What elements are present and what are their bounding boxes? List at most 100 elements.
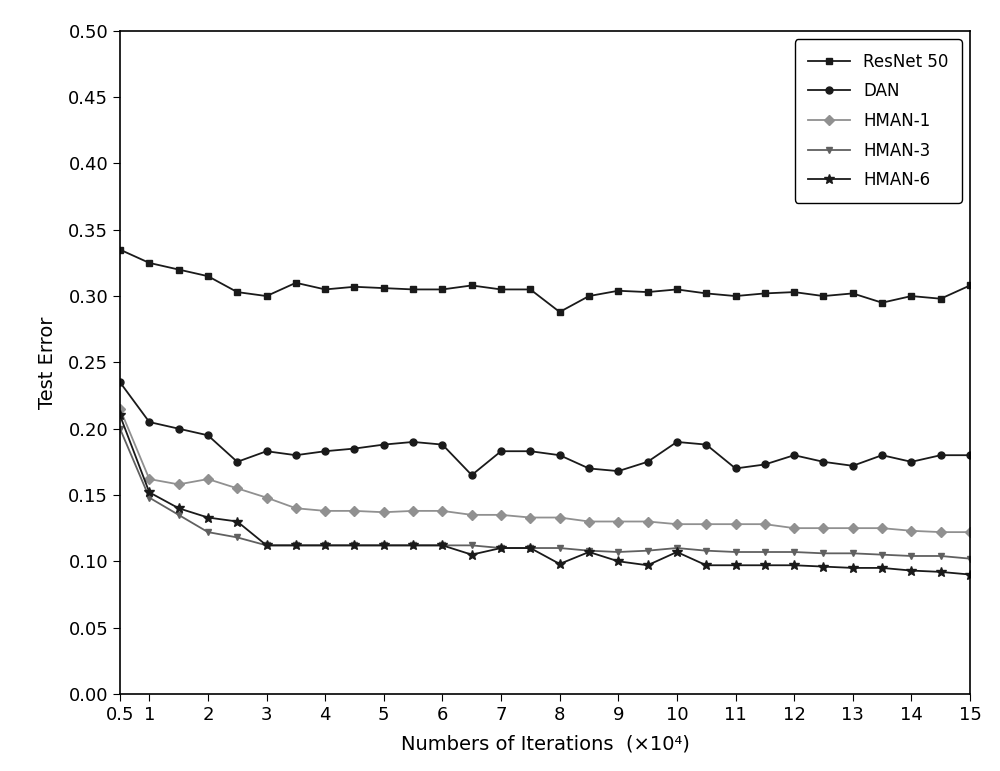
HMAN-1 <box>143 474 155 483</box>
HMAN-3 <box>114 424 126 433</box>
HMAN-3 <box>261 540 273 550</box>
HMAN-3 <box>319 540 331 550</box>
X-axis label: Numbers of Iterations  (×10⁴): Numbers of Iterations (×10⁴) <box>401 735 689 754</box>
HMAN-3 <box>935 551 947 561</box>
HMAN-1 <box>788 524 800 533</box>
Y-axis label: Test Error: Test Error <box>38 316 57 409</box>
DAN <box>524 446 536 456</box>
HMAN-6 <box>583 547 595 557</box>
HMAN-1 <box>964 527 976 537</box>
DAN <box>378 440 390 449</box>
HMAN-6 <box>378 540 390 550</box>
HMAN-3 <box>407 540 419 550</box>
DAN <box>202 431 214 440</box>
ResNet 50 <box>495 284 507 294</box>
DAN <box>436 440 448 449</box>
DAN <box>847 461 859 470</box>
DAN <box>143 417 155 426</box>
Line: HMAN-1: HMAN-1 <box>117 406 973 536</box>
ResNet 50 <box>378 284 390 293</box>
ResNet 50 <box>788 288 800 297</box>
ResNet 50 <box>524 284 536 294</box>
ResNet 50 <box>261 291 273 301</box>
DAN <box>407 437 419 446</box>
DAN <box>788 450 800 460</box>
HMAN-1 <box>642 517 654 526</box>
HMAN-3 <box>378 540 390 550</box>
HMAN-6 <box>554 559 566 568</box>
DAN <box>173 424 185 433</box>
HMAN-1 <box>876 524 888 533</box>
DAN <box>817 457 829 466</box>
HMAN-6 <box>436 540 448 550</box>
HMAN-3 <box>524 544 536 553</box>
ResNet 50 <box>407 284 419 294</box>
ResNet 50 <box>817 291 829 301</box>
HMAN-3 <box>612 547 624 557</box>
HMAN-3 <box>817 549 829 558</box>
ResNet 50 <box>730 291 742 301</box>
HMAN-3 <box>905 551 917 561</box>
DAN <box>642 457 654 466</box>
HMAN-3 <box>964 554 976 564</box>
HMAN-6 <box>407 540 419 550</box>
HMAN-3 <box>671 544 683 553</box>
HMAN-1 <box>495 510 507 520</box>
HMAN-6 <box>114 411 126 420</box>
HMAN-3 <box>759 547 771 557</box>
DAN <box>759 460 771 469</box>
ResNet 50 <box>554 308 566 317</box>
HMAN-1 <box>114 404 126 413</box>
ResNet 50 <box>759 289 771 298</box>
HMAN-3 <box>642 546 654 555</box>
Legend: ResNet 50, DAN, HMAN-1, HMAN-3, HMAN-6: ResNet 50, DAN, HMAN-1, HMAN-3, HMAN-6 <box>795 39 962 203</box>
HMAN-3 <box>290 540 302 550</box>
HMAN-1 <box>759 520 771 529</box>
HMAN-3 <box>495 544 507 553</box>
Line: HMAN-6: HMAN-6 <box>115 410 975 580</box>
ResNet 50 <box>642 288 654 297</box>
HMAN-3 <box>173 510 185 520</box>
HMAN-1 <box>671 520 683 529</box>
HMAN-6 <box>348 540 360 550</box>
HMAN-3 <box>700 546 712 555</box>
ResNet 50 <box>583 291 595 301</box>
ResNet 50 <box>847 289 859 298</box>
HMAN-1 <box>436 507 448 516</box>
HMAN-3 <box>436 540 448 550</box>
HMAN-1 <box>700 520 712 529</box>
HMAN-6 <box>671 547 683 557</box>
HMAN-1 <box>261 493 273 502</box>
HMAN-1 <box>935 527 947 537</box>
HMAN-1 <box>231 483 243 493</box>
HMAN-1 <box>554 513 566 522</box>
HMAN-3 <box>348 540 360 550</box>
DAN <box>905 457 917 466</box>
HMAN-6 <box>642 561 654 570</box>
HMAN-1 <box>319 507 331 516</box>
HMAN-6 <box>319 540 331 550</box>
HMAN-3 <box>730 547 742 557</box>
ResNet 50 <box>114 245 126 254</box>
HMAN-6 <box>231 517 243 526</box>
DAN <box>319 446 331 456</box>
HMAN-1 <box>583 517 595 526</box>
Line: HMAN-3: HMAN-3 <box>117 425 973 562</box>
DAN <box>730 464 742 473</box>
Line: ResNet 50: ResNet 50 <box>117 246 973 315</box>
HMAN-3 <box>202 527 214 537</box>
DAN <box>348 444 360 453</box>
HMAN-6 <box>524 544 536 553</box>
ResNet 50 <box>876 298 888 308</box>
HMAN-6 <box>173 503 185 513</box>
HMAN-1 <box>407 507 419 516</box>
DAN <box>612 466 624 476</box>
DAN <box>466 470 478 480</box>
HMAN-6 <box>730 561 742 570</box>
HMAN-1 <box>847 524 859 533</box>
HMAN-3 <box>466 540 478 550</box>
DAN <box>495 446 507 456</box>
DAN <box>554 450 566 460</box>
HMAN-6 <box>202 513 214 522</box>
HMAN-1 <box>173 480 185 489</box>
